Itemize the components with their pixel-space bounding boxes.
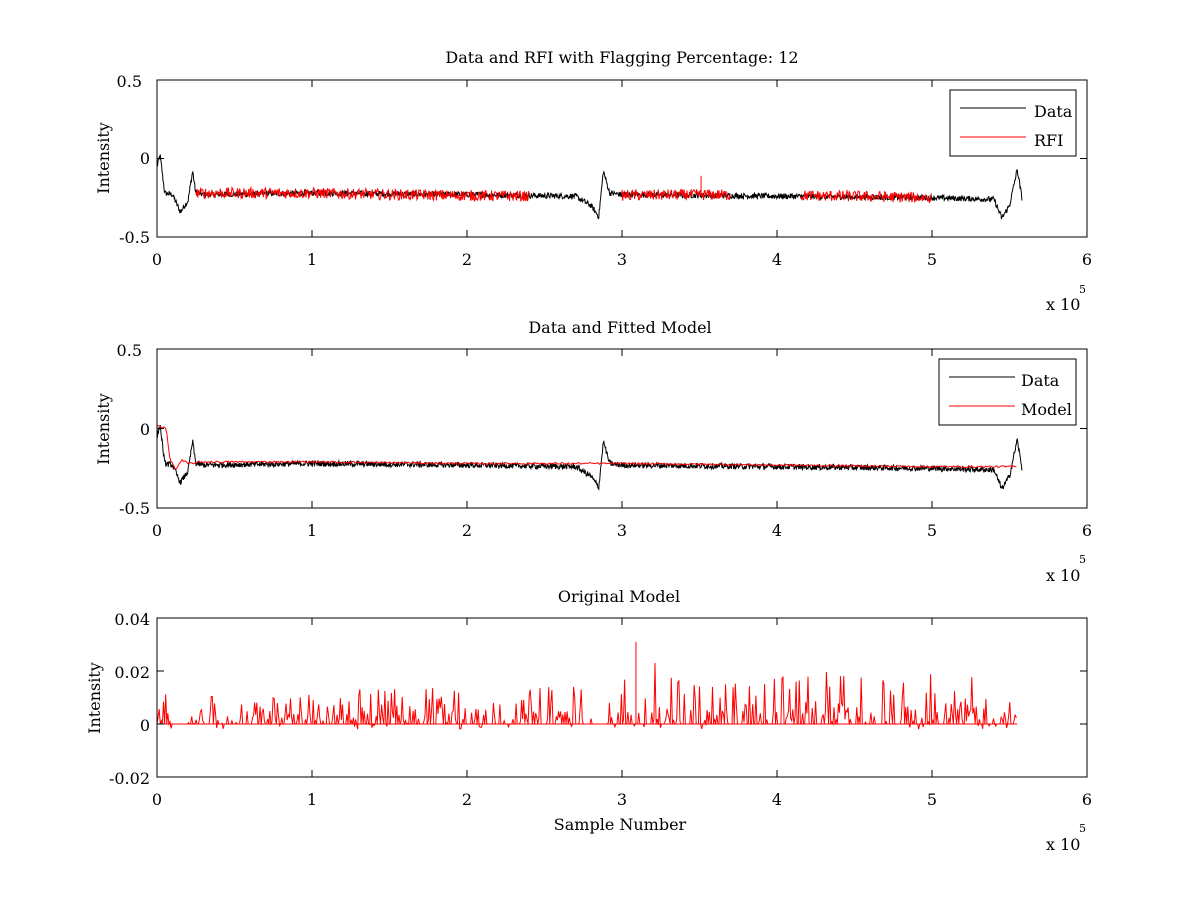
panel-2-legend: Data Model	[938, 358, 1077, 426]
data-series-line	[156, 425, 1023, 491]
panel-2-plot-area	[156, 425, 1023, 491]
panel-3-xtick-label: 2	[462, 790, 472, 809]
panel-3-xtick-label: 6	[1082, 790, 1092, 809]
panel-1: Data and RFI with Flagging Percentage: 1…	[94, 48, 1092, 314]
panel-1-legend-box	[949, 89, 1077, 157]
panel-1-legend-label-rfi: RFI	[1034, 131, 1063, 150]
panel-1-x-multiplier-exponent: 5	[1079, 283, 1086, 296]
panel-1-ytick-label: 0	[140, 149, 150, 168]
panel-1-legend-label-data: Data	[1034, 102, 1073, 121]
panel-1-xtick-label: 4	[772, 250, 782, 269]
panel-1-x-multiplier: x 10	[1046, 295, 1080, 314]
panel-3-xtick-label: 1	[307, 790, 317, 809]
panel-3-x-multiplier-exponent: 5	[1079, 822, 1086, 835]
panel-3-ylabel: Intensity	[85, 662, 104, 734]
panel-2-xtick-label: 2	[462, 521, 472, 540]
panel-2-legend-box	[938, 358, 1077, 426]
rfi-series-line	[195, 185, 932, 204]
panel-1-xtick-label: 5	[927, 250, 937, 269]
panel-3-xtick-label: 3	[617, 790, 627, 809]
model-series-line	[156, 425, 1017, 470]
panel-3-xtick-label: 5	[927, 790, 937, 809]
panel-3-ytick-label: 0.02	[114, 663, 150, 682]
panel-2-axes	[157, 349, 1087, 508]
panel-2-title: Data and Fitted Model	[528, 318, 711, 337]
panel-3-ytick-label: -0.02	[109, 769, 150, 788]
panel-1-ticks	[156, 79, 1088, 238]
panel-3-title: Original Model	[558, 587, 680, 606]
panel-3-xlabel: Sample Number	[554, 815, 687, 834]
panel-2-ytick-label: 0.5	[117, 341, 142, 360]
panel-3-xtick-label: 0	[152, 790, 162, 809]
panel-1-title: Data and RFI with Flagging Percentage: 1…	[445, 48, 798, 67]
panel-1-xtick-label: 2	[462, 250, 472, 269]
panel-2: Data and Fitted Model Intensity 0.5 0 -0…	[94, 318, 1092, 585]
panel-2-x-multiplier: x 10	[1046, 566, 1080, 585]
panel-1-xtick-label: 1	[307, 250, 317, 269]
panel-2-x-multiplier-exponent: 5	[1079, 553, 1086, 566]
panel-1-ytick-label: 0.5	[117, 72, 142, 91]
panel-3-ticks	[156, 617, 1088, 778]
panel-3-plot-area	[156, 641, 1018, 730]
panel-1-xtick-label: 6	[1082, 250, 1092, 269]
panel-1-plot-area	[156, 154, 1023, 220]
panel-3-ytick-label: 0	[140, 716, 150, 735]
panel-3: Original Model Intensity Sample Number 0…	[85, 587, 1092, 854]
panel-2-ylabel: Intensity	[94, 393, 113, 465]
panel-2-xtick-label: 4	[772, 521, 782, 540]
panel-1-ylabel: Intensity	[94, 122, 113, 194]
panel-2-xtick-label: 5	[927, 521, 937, 540]
panel-1-ytick-label: -0.5	[119, 228, 150, 247]
panel-1-axes	[157, 80, 1087, 237]
panel-2-xtick-label: 1	[307, 521, 317, 540]
panel-2-ytick-label: 0	[140, 420, 150, 439]
panel-2-legend-label-model: Model	[1021, 400, 1072, 419]
panel-2-legend-label-data: Data	[1021, 371, 1060, 390]
panel-3-ytick-label: 0.04	[114, 610, 150, 629]
panel-1-legend: Data RFI	[949, 89, 1077, 157]
panel-2-xtick-label: 0	[152, 521, 162, 540]
panel-2-ticks	[156, 348, 1088, 509]
panel-3-x-multiplier: x 10	[1046, 835, 1080, 854]
panel-2-xtick-label: 3	[617, 521, 627, 540]
panel-2-xtick-label: 6	[1082, 521, 1092, 540]
panel-3-xtick-label: 4	[772, 790, 782, 809]
panel-2-ytick-label: -0.5	[119, 499, 150, 518]
panel-1-xtick-label: 3	[617, 250, 627, 269]
panel-1-xtick-label: 0	[152, 250, 162, 269]
